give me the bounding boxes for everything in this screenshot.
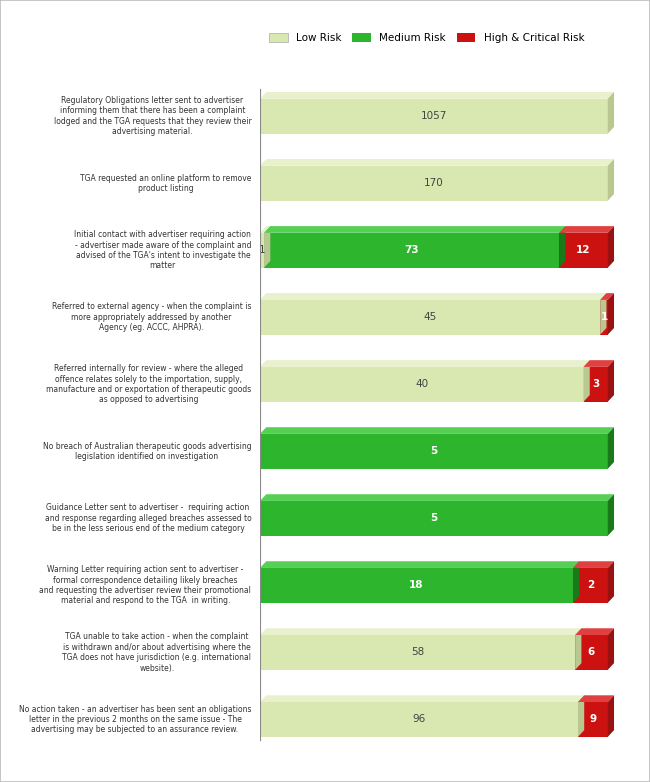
Bar: [573, 568, 608, 603]
Polygon shape: [608, 159, 614, 201]
Bar: [575, 635, 608, 670]
Text: 58: 58: [411, 647, 424, 658]
Polygon shape: [608, 561, 614, 603]
Polygon shape: [608, 427, 614, 468]
Text: Referred internally for review - where the alleged
offence relates solely to the: Referred internally for review - where t…: [46, 364, 252, 404]
Polygon shape: [600, 293, 606, 335]
Bar: [260, 367, 584, 402]
Text: TGA requested an online platform to remove
product listing: TGA requested an online platform to remo…: [80, 174, 252, 193]
Bar: [260, 702, 578, 737]
Bar: [260, 99, 608, 134]
Polygon shape: [608, 695, 614, 737]
Polygon shape: [578, 695, 584, 737]
Text: TGA unable to take action - when the complaint
is withdrawn and/or about adverti: TGA unable to take action - when the com…: [62, 633, 252, 673]
Bar: [260, 568, 573, 603]
Polygon shape: [260, 427, 614, 434]
Text: 18: 18: [410, 580, 424, 590]
Bar: [260, 166, 608, 201]
Polygon shape: [260, 293, 606, 300]
Polygon shape: [578, 695, 614, 702]
Text: 96: 96: [412, 715, 426, 724]
Polygon shape: [260, 226, 270, 233]
Polygon shape: [573, 561, 614, 568]
Bar: [578, 702, 608, 737]
Bar: [260, 501, 608, 536]
Polygon shape: [584, 361, 590, 402]
Text: 1057: 1057: [421, 111, 447, 121]
Polygon shape: [264, 226, 566, 233]
Polygon shape: [260, 628, 581, 635]
Text: 40: 40: [415, 379, 428, 389]
Text: No breach of Australian therapeutic goods advertising
legislation identified on : No breach of Australian therapeutic good…: [43, 442, 252, 461]
Bar: [260, 434, 608, 468]
Text: 45: 45: [424, 312, 437, 322]
Text: Regulatory Obligations letter sent to advertiser
informing them that there has b: Regulatory Obligations letter sent to ad…: [53, 96, 252, 136]
Polygon shape: [260, 561, 579, 568]
Text: No action taken - an advertiser has been sent an obligations
letter in the previ: No action taken - an advertiser has been…: [19, 705, 252, 734]
Polygon shape: [559, 226, 566, 267]
Text: Referred to external agency - when the complaint is
more appropriately addressed: Referred to external agency - when the c…: [52, 303, 252, 332]
Polygon shape: [559, 226, 614, 233]
Text: 73: 73: [404, 246, 419, 255]
Bar: [260, 233, 264, 267]
Text: 1: 1: [259, 246, 265, 255]
Polygon shape: [584, 361, 614, 367]
Polygon shape: [573, 561, 579, 603]
Bar: [584, 367, 608, 402]
Polygon shape: [600, 293, 614, 300]
Text: Warning Letter requiring action sent to advertiser -
formal correspondence detai: Warning Letter requiring action sent to …: [40, 565, 252, 605]
Text: 12: 12: [577, 246, 591, 255]
Polygon shape: [260, 361, 590, 367]
Polygon shape: [608, 628, 614, 670]
Polygon shape: [575, 628, 614, 635]
Polygon shape: [260, 494, 614, 501]
Text: 170: 170: [424, 178, 444, 188]
Bar: [260, 635, 575, 670]
Polygon shape: [575, 628, 581, 670]
Bar: [600, 300, 608, 335]
Polygon shape: [608, 92, 614, 134]
Text: 9: 9: [590, 715, 597, 724]
Text: 5: 5: [430, 513, 437, 523]
Polygon shape: [608, 226, 614, 267]
Bar: [264, 233, 559, 267]
Legend: Low Risk, Medium Risk, High & Critical Risk: Low Risk, Medium Risk, High & Critical R…: [265, 29, 588, 48]
Polygon shape: [260, 92, 614, 99]
Bar: [260, 300, 600, 335]
Text: 6: 6: [588, 647, 595, 658]
Polygon shape: [608, 494, 614, 536]
Text: 1: 1: [601, 312, 608, 322]
Text: Guidance Letter sent to advertiser -  requiring action
and response regarding al: Guidance Letter sent to advertiser - req…: [45, 504, 252, 533]
Text: 5: 5: [430, 447, 437, 457]
Bar: [559, 233, 608, 267]
Polygon shape: [608, 361, 614, 402]
Polygon shape: [260, 159, 614, 166]
Polygon shape: [260, 695, 584, 702]
Text: Initial contact with advertiser requiring action
- advertiser made aware of the : Initial contact with advertiser requirin…: [75, 230, 252, 271]
Polygon shape: [264, 226, 270, 267]
Text: 3: 3: [592, 379, 599, 389]
Polygon shape: [608, 293, 614, 335]
Text: 2: 2: [587, 580, 594, 590]
